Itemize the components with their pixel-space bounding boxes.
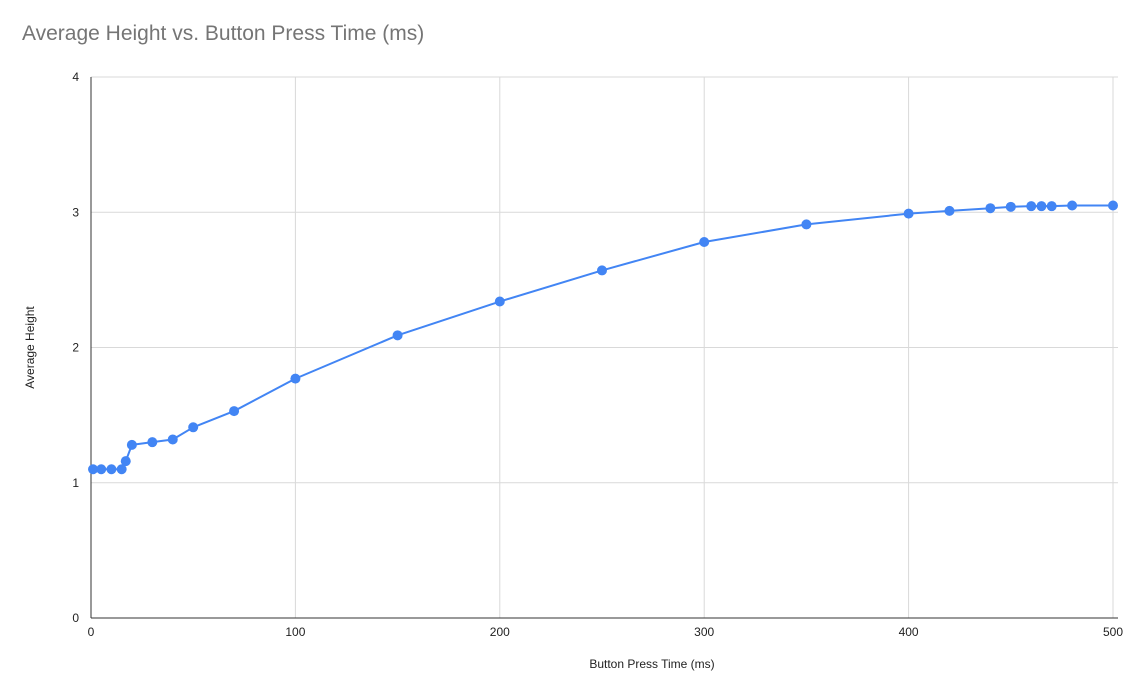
x-tick-label: 0 [88,625,95,639]
y-tick-label: 0 [72,611,79,625]
x-tick-label: 300 [694,625,714,639]
data-point [116,464,127,475]
axes [90,77,1118,619]
data-point [126,439,137,450]
data-point [801,219,812,230]
data-point [985,203,996,214]
grid [91,76,1118,618]
y-tick-label: 1 [72,476,79,490]
data-point [1046,201,1057,212]
y-tick-label: 2 [72,341,79,355]
data-point [392,330,403,341]
data-point [494,296,505,307]
data-point [699,237,710,248]
tick-labels: 0 1 2 3 4 0 100 200 300 400 500 [72,70,1123,639]
data-point [1067,200,1078,211]
data-point [106,464,117,475]
data-point [1036,201,1047,212]
series [88,200,1118,475]
data-point [167,434,178,445]
data-point [229,406,240,417]
y-axis-title: Average Height [23,306,37,389]
data-point [903,208,914,219]
x-tick-label: 200 [490,625,510,639]
data-point [88,464,99,475]
series-line [93,204,1113,471]
data-point [188,422,199,433]
data-point [290,373,301,384]
data-point [96,464,107,475]
data-point [597,265,607,276]
data-point [1005,201,1016,212]
data-point [147,437,158,448]
chart-title: Average Height vs. Button Press Time (ms… [22,22,425,45]
x-axis-title: Button Press Time (ms) [589,657,714,671]
y-tick-label: 3 [72,205,79,219]
y-tick-label: 4 [72,70,79,84]
data-point [1108,200,1118,211]
x-tick-label: 400 [899,625,919,639]
x-tick-label: 100 [285,625,305,639]
data-point [1026,201,1037,212]
data-point [944,205,955,216]
data-point [120,456,131,467]
x-tick-label: 500 [1103,625,1123,639]
